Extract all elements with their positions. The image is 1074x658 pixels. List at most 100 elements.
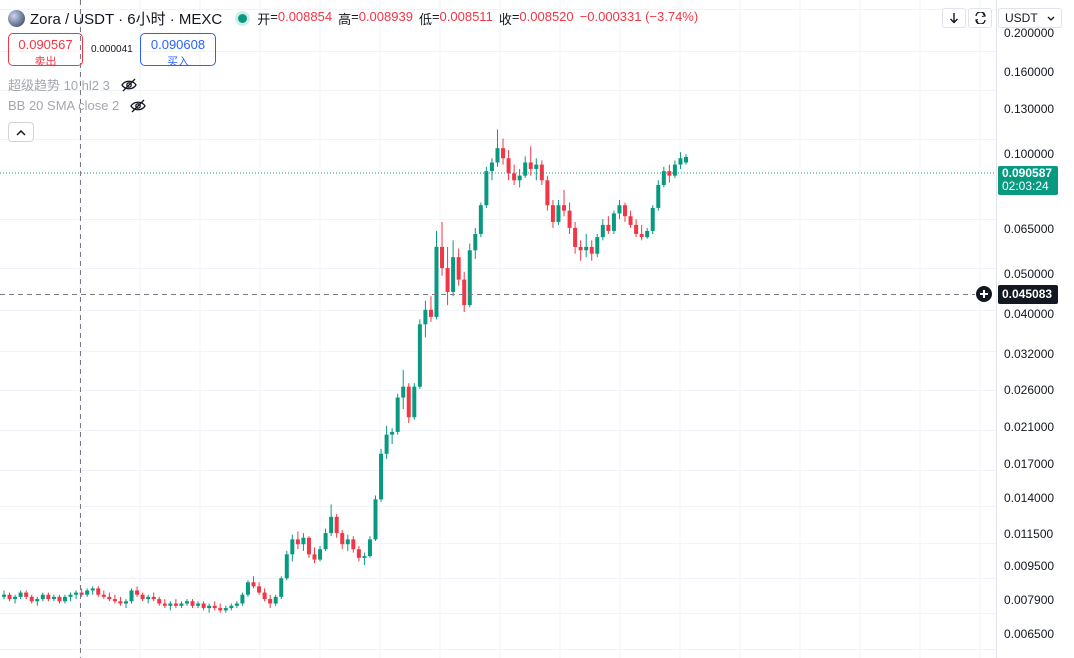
candle-body [85,590,90,595]
price-tick: 0.040000 [1004,307,1055,321]
candle-body [440,246,445,269]
candle-body [29,596,34,602]
candle-body [90,588,95,591]
candle-body [650,207,655,231]
candle-body [157,599,162,604]
symbol-title[interactable]: Zora / USDT · 6小时 · MEXC [30,10,223,28]
eye-crossed-icon[interactable] [129,99,147,113]
candle-body [645,230,650,238]
ohlc-high-value: 0.008939 [358,8,413,24]
candle-body [301,537,306,545]
chevron-down-icon [1047,16,1055,21]
price-tick: 0.014000 [1004,491,1055,505]
candle-body [617,205,622,214]
refresh-button[interactable] [968,8,992,28]
candle-body [373,499,378,540]
refresh-icon [974,12,986,24]
candle-body [96,588,101,595]
price-tick: 0.100000 [1004,147,1055,161]
candle-body [262,592,267,600]
buy-label: 买入 [167,56,189,68]
candle-body [661,171,666,186]
candle-body [451,257,456,292]
candle-body [13,596,18,600]
candle-body [473,234,478,251]
candle-body [107,596,112,600]
candle-body [273,596,278,604]
buy-button[interactable]: 0.090608 买入 [140,33,216,68]
candle-body [684,157,688,163]
indicator-supertrend[interactable]: 超级趋势 10 hl2 3 [8,75,138,94]
candle-body [589,246,594,254]
candle-body [523,162,528,176]
sell-button[interactable]: 0.090567 卖出 [8,33,83,68]
indicator-bollinger[interactable]: BB 20 SMA close 2 [8,98,147,113]
candle-body [245,582,250,595]
candle-body [611,213,616,231]
candle-body [51,596,56,600]
candle-body [390,431,395,435]
indicator-bollinger-label: BB 20 SMA close 2 [8,98,120,113]
candle-body [129,590,134,602]
candle-body [146,596,151,600]
candle-body [212,605,217,609]
candle-body [484,171,489,206]
candle-body [223,608,228,611]
collapse-legend-button[interactable] [8,122,34,142]
candle-body [639,234,644,238]
candle-body [323,533,328,550]
candle-body [162,603,167,606]
candle-body [379,453,384,500]
candle-body [595,237,600,254]
price-tick: 0.160000 [1004,65,1055,79]
price-tick: 0.009500 [1004,559,1055,573]
candle-body [318,549,323,560]
candle-body [24,592,29,597]
candle-body [401,386,406,398]
candle-body [462,279,467,306]
candle-body [2,594,6,597]
candle-body [334,516,339,534]
price-axis[interactable]: 0.200000 0.160000 0.130000 0.100000 0.06… [998,0,1074,658]
candle-body [295,539,300,545]
currency-select[interactable]: USDT [998,8,1062,28]
ohlc-open-value: 0.008854 [277,8,333,24]
candle-body [512,173,517,181]
candle-body [606,224,611,231]
add-alert-icon[interactable] [976,286,992,302]
buy-price: 0.090608 [150,37,206,52]
download-button[interactable] [942,8,966,28]
candle-body [284,554,289,579]
price-tick: 0.006500 [1004,627,1055,641]
candle-body [445,268,450,292]
sell-price: 0.090567 [18,37,73,52]
candle-body [62,596,67,602]
last-price-value: 0.090587 [1002,166,1053,180]
spread-value: 0.000041 [91,44,133,55]
price-tick: 0.017000 [1004,457,1055,471]
price-tick: 0.200000 [1004,26,1055,40]
candle-body [634,224,639,235]
candle-body [173,603,178,606]
price-tick: 0.032000 [1004,347,1055,361]
candle-body [562,205,567,211]
candle-body [18,592,23,597]
price-tick: 0.050000 [1004,267,1055,281]
candle-body [495,148,500,163]
candle-body [623,205,628,217]
candle-body [7,594,12,600]
candle-body [417,324,422,387]
candle-body [79,592,84,595]
candle-body [279,578,284,597]
bar-countdown: 02:03:24 [1002,179,1049,193]
eye-crossed-icon[interactable] [120,78,138,92]
indicator-supertrend-label: 超级趋势 10 hl2 3 [8,78,110,93]
candle-body [539,164,544,181]
candle-body [501,148,506,159]
candle-body [628,216,633,225]
market-open-icon [238,13,248,23]
candle-body [46,594,51,600]
candle-body [506,158,511,174]
candle-body [268,599,273,604]
